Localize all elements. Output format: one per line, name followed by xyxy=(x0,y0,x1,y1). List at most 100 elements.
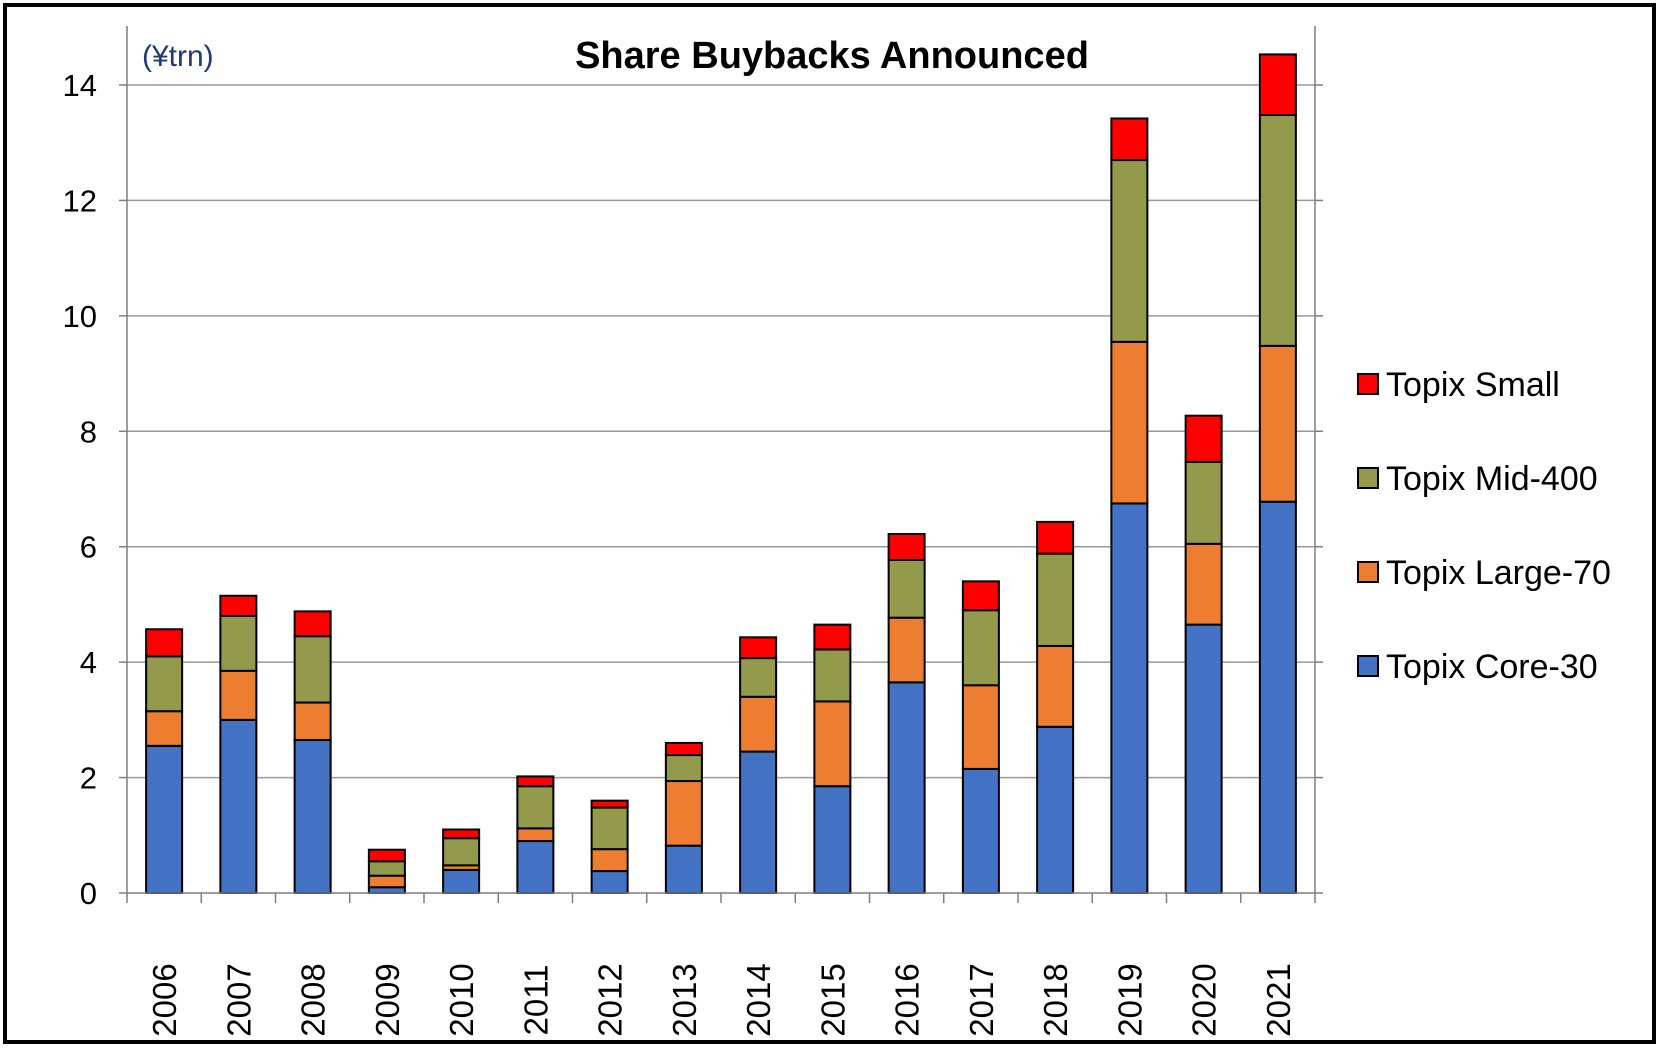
bar-segment xyxy=(1258,344,1297,503)
bars xyxy=(145,53,1297,895)
bar-segment xyxy=(961,609,1000,687)
legend-swatch xyxy=(1357,373,1379,395)
y-tick-label: 8 xyxy=(80,414,97,449)
bar-segment xyxy=(1110,159,1149,343)
bar-segment xyxy=(739,750,778,894)
x-tick-label: 2013 xyxy=(666,963,703,1036)
legend-swatch xyxy=(1357,655,1379,677)
x-tick-label: 2007 xyxy=(220,963,257,1036)
bar-segment xyxy=(367,860,406,877)
legend-label: Topix Mid-400 xyxy=(1386,460,1598,498)
legend-label: Topix Large-70 xyxy=(1386,554,1611,592)
y-tick-label: 10 xyxy=(63,299,97,334)
bar-segment xyxy=(1110,117,1149,162)
bar-segment xyxy=(219,718,258,894)
bar-segment xyxy=(1110,340,1149,505)
y-tick-label: 2 xyxy=(80,761,97,796)
bar-segment xyxy=(813,623,852,651)
legend-label: Topix Core-30 xyxy=(1386,648,1598,686)
bar-segment xyxy=(887,558,926,619)
x-tick-label: 2016 xyxy=(889,963,926,1036)
bar-segment xyxy=(293,701,332,742)
x-tick-labels: 2006 2007 2008 2009 2010 2011 2012 2013 2014 2015… xyxy=(146,963,1297,1036)
bar-segment xyxy=(1258,500,1297,894)
bar-segment xyxy=(442,868,481,895)
bar-segment xyxy=(145,744,184,894)
bar-segment xyxy=(590,806,629,851)
bar-segment xyxy=(219,594,258,617)
bar-segment xyxy=(145,710,184,747)
bar-segment xyxy=(442,837,481,867)
y-tick-label: 12 xyxy=(63,183,97,218)
bar-segment xyxy=(293,610,332,638)
bar-segment xyxy=(887,681,926,894)
bar-segment xyxy=(1036,725,1075,894)
bar-segment xyxy=(516,827,555,843)
bar-segment xyxy=(813,700,852,788)
x-tick-label: 2017 xyxy=(963,963,1000,1036)
bar-segment xyxy=(664,844,703,894)
bar-segment xyxy=(887,616,926,684)
bar-segment xyxy=(664,780,703,847)
bar-segment xyxy=(1036,644,1075,728)
x-tick-label: 2011 xyxy=(517,965,554,1036)
y-tick-label: 14 xyxy=(63,68,97,103)
x-tick-label: 2015 xyxy=(814,963,851,1036)
x-tick-label: 2018 xyxy=(1037,963,1074,1036)
x-tick-label: 2012 xyxy=(592,963,629,1036)
bar-segment xyxy=(1184,542,1223,626)
bar-segment xyxy=(739,695,778,753)
legend-swatch xyxy=(1357,467,1379,489)
bar-segment xyxy=(1258,114,1297,347)
bar-segment xyxy=(664,754,703,783)
y-tick-label: 6 xyxy=(80,530,97,565)
bar-segment xyxy=(961,767,1000,895)
bar-segment xyxy=(516,840,555,894)
x-tick-label: 2014 xyxy=(740,963,777,1036)
bar-segment xyxy=(367,848,406,863)
bar-segment xyxy=(442,828,481,840)
legend-swatch xyxy=(1357,561,1379,583)
bar-segment xyxy=(590,870,629,894)
y-tick-labels: 0 2 4 6 8 10 12 14 xyxy=(63,68,97,911)
x-tick-label: 2008 xyxy=(295,963,332,1036)
bar-segment xyxy=(590,848,629,873)
bar-segment xyxy=(1184,414,1223,463)
bar-segment xyxy=(1258,53,1297,117)
bar-segment xyxy=(1184,623,1223,895)
bar-segment xyxy=(1184,460,1223,545)
bar-segment xyxy=(516,775,555,788)
bar-segment xyxy=(219,614,258,672)
bar-segment xyxy=(961,684,1000,770)
bar-segment xyxy=(961,580,1000,612)
bar-segment xyxy=(1110,502,1149,894)
bar-segment xyxy=(1036,520,1075,555)
legend-label: Topix Small xyxy=(1386,366,1560,404)
legend: Topix Small Topix Mid-400 Topix Large-70 To… xyxy=(1357,366,1611,686)
unit-label: (¥trn) xyxy=(142,40,214,73)
bar-segment xyxy=(293,739,332,894)
bar-segment xyxy=(739,636,778,660)
bar-segment xyxy=(813,785,852,895)
x-tick-label: 2021 xyxy=(1260,963,1297,1036)
bar-segment xyxy=(1036,552,1075,647)
chart-title: Share Buybacks Announced xyxy=(575,35,1089,77)
bar-segment xyxy=(739,657,778,698)
axes xyxy=(119,26,1323,903)
bar-segment xyxy=(813,648,852,703)
y-tick-label: 4 xyxy=(80,645,97,680)
bar-segment xyxy=(516,785,555,830)
bar-segment xyxy=(887,533,926,561)
x-tick-label: 2009 xyxy=(369,963,406,1036)
bar-segment xyxy=(219,669,258,721)
bar-segment xyxy=(367,874,406,889)
x-tick-label: 2006 xyxy=(146,963,183,1036)
x-tick-label: 2019 xyxy=(1111,963,1148,1036)
bar-segment xyxy=(145,628,184,658)
bar-segment xyxy=(293,635,332,704)
x-tick-label: 2010 xyxy=(443,963,480,1036)
x-tick-label: 2020 xyxy=(1186,963,1223,1036)
y-tick-label: 0 xyxy=(80,876,97,911)
bar-segment xyxy=(590,799,629,809)
